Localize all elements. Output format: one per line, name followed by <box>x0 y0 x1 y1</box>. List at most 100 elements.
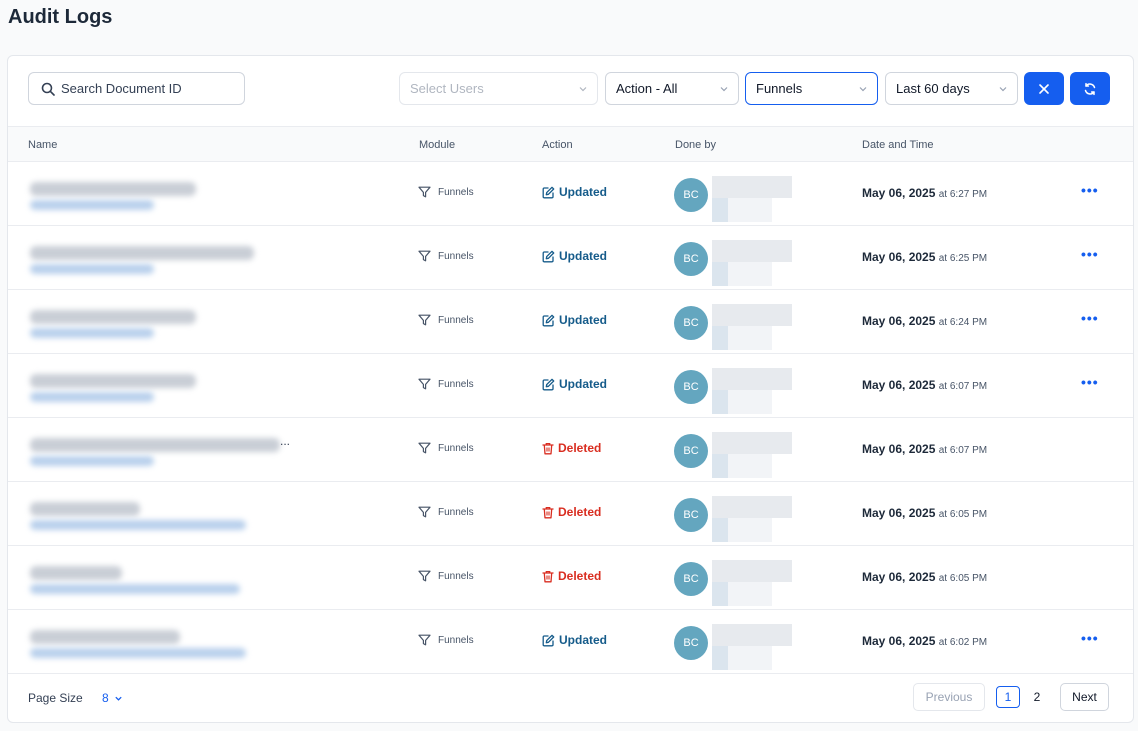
funnel-icon <box>418 506 431 518</box>
user-name-redacted <box>712 240 792 290</box>
user-name-redacted <box>712 432 792 482</box>
date-value: May 06, 2025 <box>862 570 936 584</box>
avatar-initials: BC <box>683 445 699 457</box>
next-label: Next <box>1072 690 1097 704</box>
more-options-icon[interactable]: ••• <box>1081 182 1099 198</box>
document-name-redacted[interactable] <box>22 366 290 406</box>
document-name-redacted[interactable] <box>22 558 290 598</box>
module-label: Funnels <box>438 186 474 198</box>
table-row[interactable]: Funnels Deleted BC May 06, 2025 at 6:05 PM <box>8 546 1133 610</box>
action-badge: Updated <box>542 249 607 263</box>
document-name-redacted[interactable] <box>22 430 290 470</box>
document-name-redacted[interactable] <box>22 302 290 342</box>
date-time-cell: May 06, 2025 at 6:27 PM <box>862 186 987 200</box>
edit-icon <box>542 250 555 262</box>
funnel-icon <box>418 378 431 390</box>
user-name-redacted <box>712 560 792 610</box>
module-cell: Funnels <box>418 506 474 518</box>
user-name-redacted <box>712 368 792 418</box>
refresh-button[interactable] <box>1070 72 1110 105</box>
document-name-redacted[interactable] <box>22 622 290 662</box>
action-badge: Updated <box>542 633 607 647</box>
action-badge: Updated <box>542 313 607 327</box>
user-name-redacted <box>712 304 792 354</box>
date-range-select[interactable]: Last 60 days <box>885 72 1018 105</box>
more-options-icon[interactable]: ••• <box>1081 374 1099 390</box>
chevron-down-icon <box>115 696 122 701</box>
table-row[interactable]: Funnels Updated BC May 06, 2025 at 6:07 PM •… <box>8 354 1133 418</box>
edit-icon <box>542 314 555 326</box>
table-row[interactable]: Funnels Updated BC May 06, 2025 at 6:24 PM •… <box>8 290 1133 354</box>
more-options-icon[interactable]: ••• <box>1081 246 1099 262</box>
action-badge: Updated <box>542 185 607 199</box>
search-input[interactable]: Search Document ID <box>28 72 245 105</box>
date-value: May 06, 2025 <box>862 634 936 648</box>
time-value: at 6:27 PM <box>938 189 988 200</box>
filter-bar: Search Document ID Select Users Action -… <box>8 56 1133 126</box>
time-value: at 6:05 PM <box>938 573 988 584</box>
module-cell: Funnels <box>418 250 474 262</box>
action-badge: Deleted <box>542 505 601 519</box>
module-select[interactable]: Funnels <box>745 72 878 105</box>
funnel-icon <box>418 186 431 198</box>
action-label: Updated <box>559 185 607 199</box>
action-badge: Deleted <box>542 441 601 455</box>
action-badge: Updated <box>542 377 607 391</box>
avatar: BC <box>674 434 708 468</box>
page-1-button[interactable]: 1 <box>996 686 1020 708</box>
table-row[interactable]: Funnels Updated BC May 06, 2025 at 6:25 PM •… <box>8 226 1133 290</box>
table-row[interactable]: ... Funnels Deleted BC May 06, 2025 at 6:07 … <box>8 418 1133 482</box>
avatar: BC <box>674 498 708 532</box>
avatar-initials: BC <box>683 509 699 521</box>
module-label: Funnels <box>438 634 474 646</box>
document-name-redacted[interactable] <box>22 494 290 534</box>
next-page-button[interactable]: Next <box>1060 683 1109 711</box>
edit-icon <box>542 186 555 198</box>
column-header-action: Action <box>542 139 573 151</box>
module-cell: Funnels <box>418 186 474 198</box>
user-name-redacted <box>712 176 792 226</box>
page-size-label: Page Size <box>28 691 83 705</box>
table-row[interactable]: Funnels Deleted BC May 06, 2025 at 6:05 PM <box>8 482 1133 546</box>
chevron-down-icon <box>579 87 587 92</box>
action-select[interactable]: Action - All <box>605 72 739 105</box>
avatar-initials: BC <box>683 317 699 329</box>
close-icon <box>1039 83 1049 94</box>
date-time-cell: May 06, 2025 at 6:05 PM <box>862 506 987 520</box>
previous-page-button[interactable]: Previous <box>913 683 985 711</box>
table-footer: Page Size 8 Previous 1 2 Next <box>8 674 1133 722</box>
module-cell: Funnels <box>418 314 474 326</box>
avatar: BC <box>674 370 708 404</box>
avatar: BC <box>674 306 708 340</box>
module-cell: Funnels <box>418 378 474 390</box>
date-value: May 06, 2025 <box>862 442 936 456</box>
avatar-initials: BC <box>683 381 699 393</box>
document-name-redacted[interactable] <box>22 238 290 278</box>
avatar: BC <box>674 562 708 596</box>
date-time-cell: May 06, 2025 at 6:07 PM <box>862 378 987 392</box>
users-select[interactable]: Select Users <box>399 72 598 105</box>
page-2-button[interactable]: 2 <box>1025 686 1049 708</box>
more-options-icon[interactable]: ••• <box>1081 630 1099 646</box>
document-name-redacted[interactable] <box>22 174 290 214</box>
chevron-down-icon <box>720 87 728 92</box>
avatar-initials: BC <box>683 253 699 265</box>
refresh-icon <box>1084 82 1096 95</box>
page-size-select[interactable]: 8 <box>102 691 123 705</box>
date-value: May 06, 2025 <box>862 186 936 200</box>
date-time-cell: May 06, 2025 at 6:02 PM <box>862 634 987 648</box>
funnel-icon <box>418 570 431 582</box>
action-label: Updated <box>559 249 607 263</box>
clear-filters-button[interactable] <box>1024 72 1064 105</box>
action-badge: Deleted <box>542 569 601 583</box>
module-label: Funnels <box>438 250 474 262</box>
date-value: May 06, 2025 <box>862 250 936 264</box>
date-range-value: Last 60 days <box>896 81 970 96</box>
table-row[interactable]: Funnels Updated BC May 06, 2025 at 6:27 PM •… <box>8 162 1133 226</box>
table-header: Name Module Action Done by Date and Time <box>8 126 1133 162</box>
column-header-done-by: Done by <box>675 139 716 151</box>
table-row[interactable]: Funnels Updated BC May 06, 2025 at 6:02 PM •… <box>8 610 1133 674</box>
avatar: BC <box>674 626 708 660</box>
more-options-icon[interactable]: ••• <box>1081 310 1099 326</box>
funnel-icon <box>418 442 431 454</box>
